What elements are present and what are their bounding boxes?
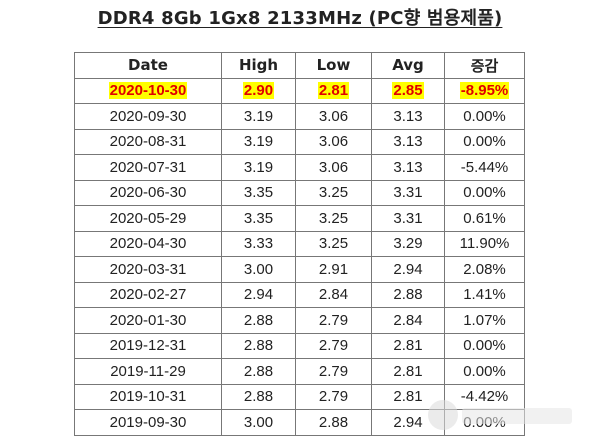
watermark-icon — [428, 400, 458, 430]
cell-change: 1.07% — [444, 307, 525, 334]
page-title: DDR4 8Gb 1Gx8 2133MHz (PC향 범용제품) — [97, 8, 503, 29]
table-row: 2019-11-29 2.88 2.79 2.81 0.00% — [74, 358, 525, 385]
table-row: 2019-09-303.002.882.940.00% — [74, 409, 525, 436]
table-row: 2020-04-30 3.33 3.25 3.29 11.90% — [74, 230, 525, 257]
cell-low: 3.25 — [295, 230, 372, 257]
cell-low: 3.06 — [295, 154, 372, 181]
cell-low: 2.91 — [295, 256, 372, 283]
cell-low: 3.25 — [295, 179, 372, 206]
cell-avg: 3.31 — [371, 179, 445, 206]
cell-high: 3.19 — [221, 128, 296, 155]
table-row: 2020-02-27 2.94 2.84 2.88 1.41% — [74, 281, 525, 308]
cell-change: -5.44% — [444, 154, 525, 181]
cell-high: 2.88 — [221, 358, 296, 385]
watermark-bar — [462, 408, 572, 424]
header-low: Low — [295, 52, 372, 79]
table-header-row: Date High Low Avg 증감 — [74, 52, 525, 79]
table-row: 2020-03-31 3.00 2.91 2.94 2.08% — [74, 256, 525, 283]
cell-low: 2.79 — [295, 358, 372, 385]
table-row: 2020-01-30 2.88 2.79 2.84 1.07% — [74, 307, 525, 334]
table-row: 2020-06-30 3.35 3.25 3.31 0.00% — [74, 179, 525, 206]
cell-date: 2020-09-30 — [74, 103, 222, 130]
highlighted-avg: 2.85 — [392, 82, 424, 100]
highlighted-table-row: 2020-10-30 2.90 2.81 2.85 -8.95% — [74, 77, 525, 104]
cell-change: 0.61% — [444, 205, 525, 232]
cell-avg: 3.31 — [371, 205, 445, 232]
cell-avg: 2.81 — [371, 358, 445, 385]
cell-low: 3.06 — [295, 103, 372, 130]
cell-low: 2.79 — [295, 383, 372, 410]
price-table: Date High Low Avg 증감 2020-10-30 2.90 2.8… — [74, 52, 525, 436]
cell-avg: 3.13 — [371, 103, 445, 130]
cell-high: 2.90 — [221, 77, 296, 104]
cell-change: 0.00% — [444, 103, 525, 130]
cell-avg: 2.84 — [371, 307, 445, 334]
cell-change: 1.41% — [444, 281, 525, 308]
cell-high: 3.00 — [221, 409, 296, 436]
cell-avg: 3.29 — [371, 230, 445, 257]
cell-date: 2020-01-30 — [74, 307, 222, 334]
cell-low: 2.79 — [295, 332, 372, 359]
cell-avg: 2.88 — [371, 281, 445, 308]
cell-high: 3.19 — [221, 103, 296, 130]
cell-avg: 3.13 — [371, 128, 445, 155]
cell-avg: 3.13 — [371, 154, 445, 181]
table-row: 2019-12-31 2.88 2.79 2.81 0.00% — [74, 332, 525, 359]
watermark-logo — [428, 396, 588, 434]
highlighted-change: -8.95% — [459, 82, 510, 100]
cell-change: 0.00% — [444, 179, 525, 206]
table-row: 2020-07-31 3.19 3.06 3.13 -5.44% — [74, 154, 525, 181]
cell-change: -8.95% — [444, 77, 525, 104]
cell-high: 2.88 — [221, 307, 296, 334]
cell-high: 3.35 — [221, 205, 296, 232]
cell-avg: 2.85 — [371, 77, 445, 104]
cell-high: 3.35 — [221, 179, 296, 206]
cell-date: 2019-12-31 — [74, 332, 222, 359]
cell-change: 0.00% — [444, 358, 525, 385]
cell-date: 2019-11-29 — [74, 358, 222, 385]
cell-change: 11.90% — [444, 230, 525, 257]
cell-low: 2.88 — [295, 409, 372, 436]
table-row: 2020-08-31 3.19 3.06 3.13 0.00% — [74, 128, 525, 155]
header-date: Date — [74, 52, 222, 79]
cell-date: 2020-04-30 — [74, 230, 222, 257]
table-row: 2020-09-30 3.19 3.06 3.13 0.00% — [74, 103, 525, 130]
header-avg: Avg — [371, 52, 445, 79]
cell-change: 0.00% — [444, 128, 525, 155]
table-row: 2019-10-31 2.88 2.79 2.81 -4.42% — [74, 383, 525, 410]
cell-date: 2020-10-30 — [74, 77, 222, 104]
cell-low: 2.84 — [295, 281, 372, 308]
highlighted-date: 2020-10-30 — [108, 82, 188, 100]
cell-low: 3.25 — [295, 205, 372, 232]
cell-date: 2020-08-31 — [74, 128, 222, 155]
cell-change: 2.08% — [444, 256, 525, 283]
cell-change: 0.00% — [444, 332, 525, 359]
cell-date: 2020-02-27 — [74, 281, 222, 308]
cell-avg: 2.81 — [371, 383, 445, 410]
cell-change: -4.42% — [444, 383, 525, 410]
cell-date: 2019-09-30 — [74, 409, 222, 436]
cell-avg: 2.94 — [371, 256, 445, 283]
cell-low: 2.81 — [295, 77, 372, 104]
table-row: 2020-05-29 3.35 3.25 3.31 0.61% — [74, 205, 525, 232]
cell-date: 2020-03-31 — [74, 256, 222, 283]
cell-date: 2019-10-31 — [74, 383, 222, 410]
cell-high: 2.94 — [221, 281, 296, 308]
highlighted-low: 2.81 — [317, 82, 350, 100]
header-change: 증감 — [444, 52, 525, 79]
cell-high: 3.19 — [221, 154, 296, 181]
cell-avg: 2.81 — [371, 332, 445, 359]
cell-date: 2020-06-30 — [74, 179, 222, 206]
cell-date: 2020-07-31 — [74, 154, 222, 181]
cell-high: 3.33 — [221, 230, 296, 257]
cell-high: 3.00 — [221, 256, 296, 283]
cell-high: 2.88 — [221, 383, 296, 410]
cell-date: 2020-05-29 — [74, 205, 222, 232]
cell-low: 3.06 — [295, 128, 372, 155]
cell-high: 2.88 — [221, 332, 296, 359]
header-high: High — [221, 52, 296, 79]
cell-low: 2.79 — [295, 307, 372, 334]
highlighted-high: 2.90 — [242, 82, 275, 100]
